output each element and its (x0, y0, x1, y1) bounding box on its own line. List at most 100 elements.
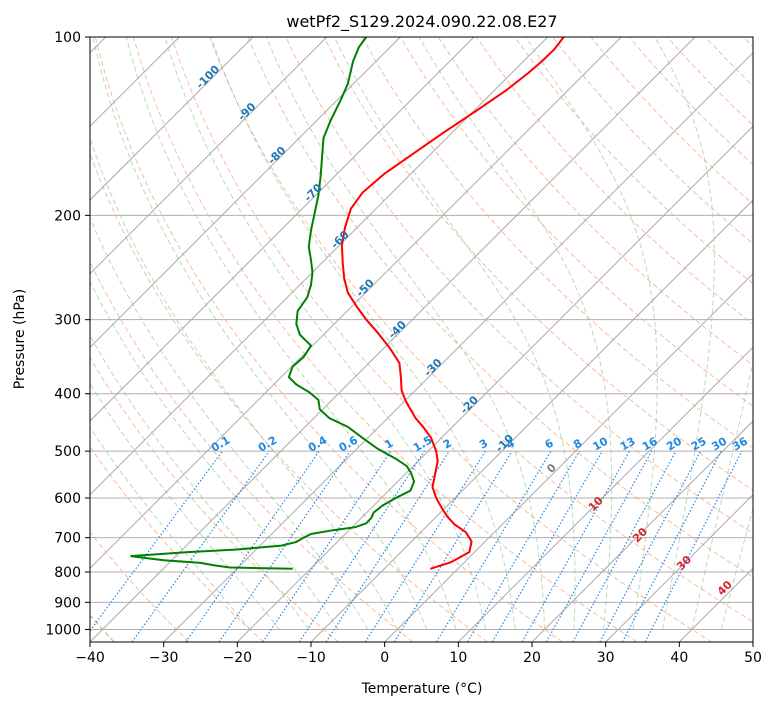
y-tick-label: 300 (54, 313, 81, 329)
isotherm-line (457, 346, 753, 642)
dry-adiabat-line (590, 37, 753, 205)
x-tick-label: 20 (523, 650, 541, 666)
mixing-ratio-line (131, 450, 270, 642)
isotherm-line (531, 420, 753, 642)
moist-adiabat-label: 40 (715, 578, 735, 598)
mixing-ratio-line (644, 450, 743, 642)
moist-adiabats (90, 37, 753, 630)
mixing-ratio-line (185, 450, 320, 642)
dry-adiabat-line (90, 152, 488, 642)
x-tick-label: 40 (670, 650, 688, 666)
mixing-ratio-line (262, 450, 392, 642)
isotherm-line (90, 37, 401, 349)
y-tick-label: 400 (54, 387, 81, 403)
dry-adiabat-line (323, 37, 753, 491)
dry-adiabat-line (437, 37, 753, 366)
isotherm-line (310, 199, 753, 642)
dry-adiabat-line (285, 37, 753, 535)
isotherm-line (163, 51, 753, 642)
y-tick-label: 700 (54, 531, 81, 547)
dry-adiabat-line (90, 531, 190, 642)
moist-adiabat-line (654, 37, 715, 630)
isotherm-line (90, 37, 475, 422)
moist-adiabat-line (265, 37, 546, 630)
dry-adiabat-line (90, 446, 264, 642)
x-tick-label: 30 (597, 650, 615, 666)
y-tick-label: 100 (54, 30, 81, 46)
mixing-ratio-line (298, 450, 425, 642)
dry-adiabat-line (399, 37, 753, 407)
isotherm-line (90, 37, 254, 201)
dry-adiabats (90, 37, 753, 642)
x-tick-label: −30 (149, 650, 179, 666)
y-tick-label: 200 (54, 208, 81, 224)
x-tick-label: −40 (75, 650, 105, 666)
mixing-ratio-line (599, 450, 702, 642)
mixing-ratio-line (218, 450, 351, 642)
dry-adiabat-line (247, 37, 753, 578)
isotherm-line (384, 272, 753, 642)
mixing-ratio-line (393, 450, 513, 642)
isotherm-label: -60 (328, 228, 351, 251)
isotherm-label: -100 (194, 63, 223, 92)
y-tick-label: 900 (54, 595, 81, 611)
y-tick-label: 1000 (45, 622, 81, 638)
moist-adiabat-line (90, 136, 398, 630)
dry-adiabat-line (704, 37, 753, 87)
isotherm-line (236, 125, 753, 642)
mixing-ratio-label: 6 (543, 436, 556, 451)
isotherm-line (678, 567, 753, 642)
profile-series (130, 37, 565, 570)
mixing-ratio-label: 3 (477, 437, 490, 452)
isotherm-label: -20 (458, 393, 481, 416)
isotherm-line (752, 641, 753, 642)
moist-adiabat-line (210, 37, 516, 630)
y-axis-label: Pressure (hPa) (12, 289, 28, 389)
dry-adiabat-line (209, 37, 753, 623)
chart-title: wetPf2_S129.2024.090.22.08.E27 (286, 12, 557, 32)
temperature-profile-line (340, 37, 565, 570)
x-tick-label: 10 (449, 650, 467, 666)
isotherm-label: -70 (302, 181, 325, 204)
y-tick-label: 500 (54, 444, 81, 460)
x-tick-label: −10 (296, 650, 326, 666)
isotherm-label: -30 (421, 356, 444, 379)
x-axis-ticks: −40 −30 −20 −10 0 10 20 30 40 50 (75, 642, 762, 666)
dry-adiabat-line (666, 37, 753, 126)
x-tick-label: −20 (223, 650, 253, 666)
plot-frame (89, 36, 754, 643)
isotherm-line (90, 37, 549, 496)
pressure-gridlines (90, 37, 753, 630)
mixing-ratio-line (621, 450, 722, 642)
isotherm-line (90, 37, 328, 275)
isotherm-label: -40 (386, 318, 409, 341)
dry-adiabat-line (514, 37, 753, 285)
moist-adiabat-line (90, 280, 339, 630)
x-axis-label: Temperature (°C) (361, 681, 483, 697)
dewpoint-profile-line (130, 37, 416, 570)
skewed-isotherms (90, 37, 753, 642)
moist-adiabat-label: 20 (630, 525, 650, 545)
dry-adiabat-line (132, 37, 638, 642)
isotherm-line (90, 37, 622, 570)
moist-adiabat-line (525, 37, 658, 630)
dry-adiabat-line (743, 37, 753, 48)
moist-adiabat-line (90, 426, 251, 630)
moist-adiabat-line (92, 37, 428, 630)
isotherm-label: -90 (235, 100, 258, 123)
y-axis-ticks: 100 200 300 400 500 600 700 800 900 1000 (45, 30, 90, 638)
moist-adiabat-line (418, 37, 613, 630)
moist-adiabat-line (720, 507, 753, 630)
x-tick-label: 0 (380, 650, 389, 666)
y-tick-label: 800 (54, 565, 81, 581)
dry-adiabat-line (90, 356, 339, 642)
mixing-ratio-line (364, 450, 486, 642)
mixing-ratio-label: 2 (441, 437, 454, 452)
dry-adiabat-line (361, 37, 753, 449)
moist-adiabat-line (90, 216, 369, 630)
mixing-ratio-line (521, 450, 631, 642)
isotherm-label: -50 (354, 276, 377, 299)
mixing-ratio-line (545, 450, 653, 642)
